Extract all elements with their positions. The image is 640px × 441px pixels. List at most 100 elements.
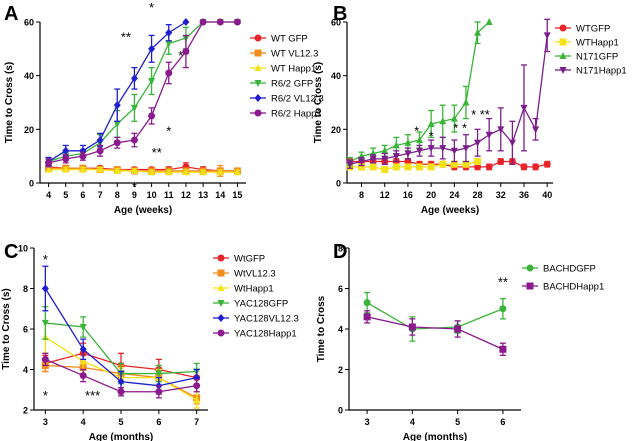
data-point bbox=[79, 323, 87, 331]
data-point bbox=[79, 372, 87, 380]
legend-label: BACHDHapp1 bbox=[543, 282, 604, 293]
data-point bbox=[497, 126, 505, 134]
legend-item: R6/2 VL12.3 bbox=[250, 94, 324, 105]
series-n171gfp bbox=[346, 18, 493, 167]
panel-label: D bbox=[333, 241, 347, 263]
legend-item: WT Happ1 bbox=[250, 64, 316, 75]
y-tick-label: 0 bbox=[336, 179, 341, 189]
significance-marker: * bbox=[149, 0, 154, 15]
series-bachdhapp1 bbox=[363, 310, 507, 356]
y-tick-label: 4 bbox=[338, 325, 343, 335]
series-r6-2-gfp bbox=[45, 19, 241, 167]
x-tick-label: 15 bbox=[232, 190, 242, 200]
y-tick-label: 2 bbox=[338, 365, 343, 375]
x-tick-label: 8 bbox=[359, 190, 364, 200]
legend-item: BACHDHapp1 bbox=[522, 282, 604, 293]
data-point bbox=[41, 355, 49, 363]
legend-label: WtHapp1 bbox=[234, 284, 274, 295]
x-axis-label: Age (months) bbox=[403, 432, 467, 441]
data-point bbox=[79, 152, 87, 160]
data-point bbox=[392, 141, 400, 149]
y-tick-label: 40 bbox=[331, 71, 341, 81]
data-point bbox=[148, 112, 156, 120]
data-point bbox=[346, 161, 354, 169]
data-point bbox=[113, 166, 121, 174]
data-point bbox=[216, 18, 224, 26]
y-axis-label: Time to Cross bbox=[316, 295, 327, 362]
panel-B: B 0 20 40 60 8 12 16 20 24 28 32 36 40 Age (weeks) Time… bbox=[313, 3, 627, 216]
data-point bbox=[363, 313, 371, 321]
data-point bbox=[427, 145, 435, 153]
x-tick-label: 16 bbox=[403, 190, 413, 200]
legend-label: WtGFP bbox=[234, 254, 265, 265]
data-point bbox=[404, 150, 412, 158]
y-tick-label: 40 bbox=[24, 71, 34, 81]
data-point bbox=[543, 160, 551, 168]
legend-marker bbox=[254, 94, 262, 102]
data-point bbox=[96, 147, 104, 155]
series-line bbox=[48, 21, 238, 163]
x-tick-label: 3 bbox=[365, 417, 370, 427]
legend-marker bbox=[217, 314, 225, 322]
series-line bbox=[366, 302, 504, 330]
legend-item: YAC128Happ1 bbox=[213, 329, 297, 340]
x-tick-label: 4 bbox=[410, 417, 415, 427]
x-axis-label: Age (weeks) bbox=[421, 205, 479, 216]
data-point bbox=[62, 146, 70, 155]
x-tick-label: 36 bbox=[519, 190, 529, 200]
legend-marker bbox=[559, 67, 567, 74]
significance-marker: * bbox=[178, 48, 183, 63]
significance-marker: ** bbox=[498, 274, 508, 289]
data-point bbox=[358, 158, 366, 166]
data-point bbox=[113, 101, 121, 110]
data-point bbox=[404, 138, 412, 146]
data-point bbox=[520, 163, 528, 171]
data-point bbox=[416, 136, 424, 144]
data-point bbox=[532, 163, 540, 171]
x-tick-label: 20 bbox=[426, 190, 436, 200]
panel-C: C 2 4 6 8 10 3 4 5 6 7 Age (months) Time to Cross (s… bbox=[1, 241, 299, 441]
x-tick-label: 9 bbox=[132, 190, 137, 200]
data-point bbox=[454, 325, 462, 333]
legend-marker bbox=[254, 34, 262, 42]
legend-marker bbox=[254, 64, 262, 71]
panel-label: A bbox=[4, 3, 18, 25]
legend-item: N171Happ1 bbox=[555, 66, 627, 77]
legend-marker bbox=[217, 300, 225, 307]
panel-A: A 0 20 40 60 4 5 6 7 8 9 10 11 12 13 14 15 Age (weeks) Tim… bbox=[4, 0, 324, 216]
legend-label: WT GFP bbox=[271, 34, 308, 45]
legend-label: R6/2 Happ1 bbox=[271, 109, 322, 120]
legend-item: WT VL12.3 bbox=[250, 49, 318, 60]
legend-label: YAC128GFP bbox=[234, 299, 288, 310]
legend-label: WT Happ1 bbox=[271, 64, 316, 75]
legend: WTGFP WTHapp1 N171GFP N171Happ1 bbox=[555, 24, 627, 77]
data-point bbox=[439, 145, 447, 153]
data-point bbox=[41, 319, 49, 327]
data-point bbox=[485, 18, 493, 25]
data-point bbox=[182, 168, 190, 176]
significance-marker: * bbox=[414, 123, 419, 138]
x-tick-label: 13 bbox=[198, 190, 208, 200]
x-tick-label: 12 bbox=[380, 190, 390, 200]
significance-marker: * bbox=[166, 123, 171, 138]
data-point bbox=[358, 163, 366, 171]
series-wt-vl12-3 bbox=[45, 164, 241, 177]
legend-marker bbox=[254, 49, 262, 57]
series-yac128vl12-3 bbox=[41, 265, 201, 395]
data-point bbox=[474, 28, 482, 36]
data-point bbox=[113, 139, 121, 147]
data-point bbox=[416, 163, 424, 171]
legend-marker bbox=[526, 282, 534, 290]
data-point bbox=[404, 163, 412, 171]
data-point bbox=[532, 126, 540, 134]
y-axis-label: Time to Cross (s) bbox=[4, 62, 15, 144]
data-point bbox=[96, 136, 104, 145]
data-point bbox=[148, 78, 156, 86]
x-tick-label: 6 bbox=[156, 417, 161, 427]
legend-marker bbox=[217, 269, 225, 277]
x-tick-label: 11 bbox=[164, 190, 174, 200]
legend-marker bbox=[217, 254, 225, 262]
data-point bbox=[520, 104, 528, 112]
x-tick-label: 6 bbox=[80, 190, 85, 200]
panel-label: B bbox=[333, 3, 347, 25]
